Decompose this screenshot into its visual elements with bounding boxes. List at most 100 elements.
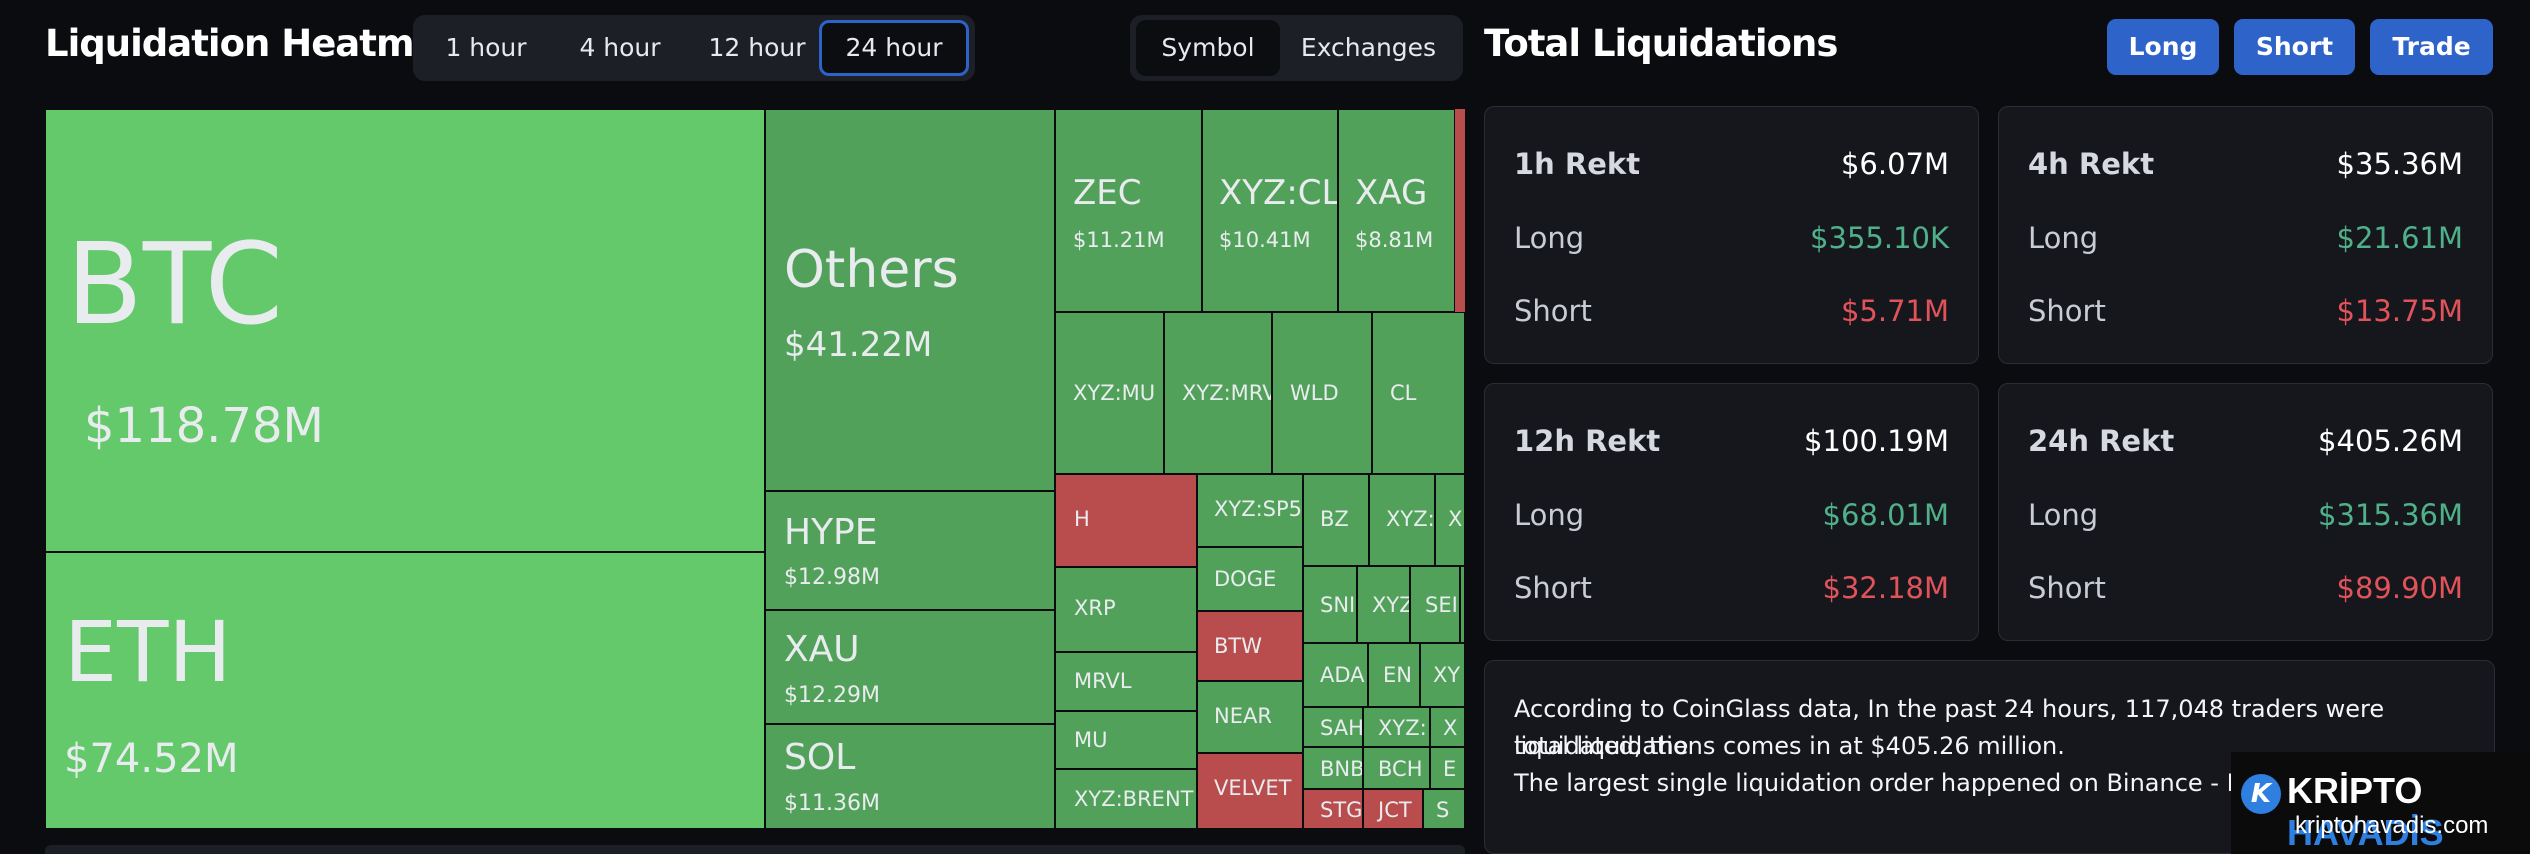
long-label: Long — [1514, 498, 1585, 532]
tile-cl[interactable]: CL — [1372, 312, 1465, 474]
total-liquidations-title: Total Liquidations — [1484, 22, 1838, 65]
tile-ada[interactable]: ADA — [1303, 643, 1368, 707]
tile-symbol: XYZ: — [1378, 716, 1427, 740]
tile-hype[interactable]: HYPE $12.98M — [765, 491, 1055, 610]
tile-h[interactable]: H — [1055, 474, 1197, 567]
tile-xyz-c[interactable]: XYZ: — [1363, 707, 1430, 747]
rekt-card-4h: 4h Rekt $35.36M Long $21.61M Short $13.7… — [1998, 106, 2493, 364]
tile-xyz-b[interactable]: XYZ — [1357, 566, 1410, 643]
tile-wld[interactable]: WLD — [1272, 312, 1372, 474]
tile-symbol: SOL — [784, 737, 856, 778]
tile-symbol: SEI — [1425, 593, 1458, 617]
tile-value: $11.36M — [784, 791, 880, 816]
tile-symbol: BNB — [1320, 757, 1363, 781]
tile-btc[interactable]: BTC $118.78M — [45, 109, 765, 552]
brand-logo-icon: K — [2241, 774, 2281, 814]
long-value: $68.01M — [1822, 498, 1950, 532]
tile-value: $11.21M — [1073, 228, 1165, 252]
tile-sol[interactable]: SOL $11.36M — [765, 724, 1055, 829]
tile-value: $118.78M — [84, 398, 324, 454]
tile-symbol: JCT — [1378, 798, 1412, 822]
tile-eth[interactable]: ETH $74.52M — [45, 552, 765, 829]
short-button[interactable]: Short — [2234, 19, 2355, 75]
watermark: K KRİPTO HAVADİS kriptohavadis.com — [2231, 752, 2530, 854]
short-label: Short — [2028, 571, 2106, 605]
tile-en[interactable]: EN — [1368, 643, 1420, 707]
tile-saha[interactable]: SAHA — [1303, 707, 1363, 747]
tile-symbol: NEAR — [1214, 704, 1272, 728]
tab-12-hour[interactable]: 12 hour — [708, 33, 806, 62]
tile-symbol: DOGE — [1214, 567, 1277, 591]
tile-symbol: SNI — [1320, 593, 1356, 617]
trade-button[interactable]: Trade — [2370, 19, 2493, 75]
tile-xyz-a[interactable]: XYZ: — [1369, 474, 1435, 566]
tile-symbol: VELVET — [1214, 776, 1292, 800]
summary-line-2: total liquidations comes in at $405.26 m… — [1514, 732, 2065, 760]
rekt-card-24h: 24h Rekt $405.26M Long $315.36M Short $8… — [1998, 383, 2493, 641]
tile-symbol: X — [1443, 716, 1458, 740]
tile-sliver-green[interactable] — [1460, 566, 1465, 643]
tile-others[interactable]: Others $41.22M — [765, 109, 1055, 491]
next-panel-edge — [45, 845, 1465, 854]
short-label: Short — [1514, 571, 1592, 605]
tile-xyz-sp500[interactable]: XYZ:SP500 — [1197, 474, 1303, 547]
brand-name-b: HAVADİS — [2287, 812, 2444, 853]
tile-xyz-brent[interactable]: XYZ:BRENT — [1055, 769, 1197, 829]
tile-symbol: XYZ: — [1386, 507, 1435, 531]
tile-xag[interactable]: XAG $8.81M — [1338, 109, 1455, 312]
tile-mu[interactable]: MU — [1055, 711, 1197, 769]
tab-symbol[interactable]: Symbol — [1136, 20, 1280, 76]
tile-s[interactable]: S — [1423, 789, 1465, 829]
tile-x-a[interactable]: X — [1435, 474, 1465, 566]
short-label: Short — [1514, 294, 1592, 328]
long-label: Long — [1514, 221, 1585, 255]
brand-domain: kriptohavadis.com — [2295, 812, 2489, 839]
tile-e[interactable]: E — [1430, 747, 1465, 789]
short-label: Short — [2028, 294, 2106, 328]
summary-line-3: The largest single liquidation order hap… — [1514, 769, 2339, 797]
tile-x-b[interactable]: X — [1430, 707, 1465, 747]
tile-near[interactable]: NEAR — [1197, 681, 1303, 753]
tile-sliver-red[interactable] — [1455, 109, 1465, 312]
tile-jct[interactable]: JCT — [1363, 789, 1423, 829]
tile-xy[interactable]: XY — [1420, 643, 1465, 707]
tile-xau[interactable]: XAU $12.29M — [765, 610, 1055, 724]
tile-xyz-mu[interactable]: XYZ:MU — [1055, 312, 1164, 474]
long-button[interactable]: Long — [2107, 19, 2219, 75]
card-total: $405.26M — [2318, 424, 2463, 458]
tile-doge[interactable]: DOGE — [1197, 547, 1303, 611]
tile-xyz-cl[interactable]: XYZ:CL $10.41M — [1202, 109, 1338, 312]
liquidation-treemap: BTC $118.78M ETH $74.52M Others $41.22M … — [45, 109, 1465, 829]
tab-24-hour[interactable]: 24 hour — [819, 20, 969, 76]
tile-symbol: MU — [1074, 728, 1108, 752]
tile-symbol: EN — [1383, 663, 1412, 687]
tile-stg[interactable]: STG — [1303, 789, 1363, 829]
tile-mrvl[interactable]: MRVL — [1055, 652, 1197, 711]
tile-sni[interactable]: SNI — [1303, 566, 1357, 643]
rekt-card-1h: 1h Rekt $6.07M Long $355.10K Short $5.71… — [1484, 106, 1979, 364]
tile-symbol: S — [1436, 798, 1450, 822]
tile-symbol: Others — [784, 240, 959, 300]
card-total: $100.19M — [1804, 424, 1949, 458]
tab-exchanges[interactable]: Exchanges — [1300, 33, 1437, 62]
tile-sei[interactable]: SEI — [1410, 566, 1460, 643]
tile-xrp[interactable]: XRP — [1055, 567, 1197, 652]
tile-bz[interactable]: BZ — [1303, 474, 1369, 566]
short-value: $89.90M — [2336, 571, 2464, 605]
tile-symbol: XAG — [1355, 173, 1428, 213]
tile-btw[interactable]: BTW — [1197, 611, 1303, 681]
tile-symbol: HYPE — [784, 512, 878, 553]
tile-zec[interactable]: ZEC $11.21M — [1055, 109, 1202, 312]
tab-1-hour[interactable]: 1 hour — [445, 33, 527, 62]
tile-bch[interactable]: BCH — [1363, 747, 1430, 789]
tab-4-hour[interactable]: 4 hour — [579, 33, 661, 62]
tile-symbol: XYZ:BRENT — [1074, 787, 1194, 811]
tile-symbol: CL — [1390, 381, 1417, 405]
tile-symbol: ZEC — [1073, 173, 1142, 213]
tile-symbol: ADA — [1320, 663, 1365, 687]
tile-symbol: H — [1074, 507, 1090, 531]
tile-xyz-mrvl[interactable]: XYZ:MRVL — [1164, 312, 1272, 474]
tile-velvet[interactable]: VELVET — [1197, 753, 1303, 829]
tile-symbol: WLD — [1290, 381, 1339, 405]
tile-bnb[interactable]: BNB — [1303, 747, 1363, 789]
